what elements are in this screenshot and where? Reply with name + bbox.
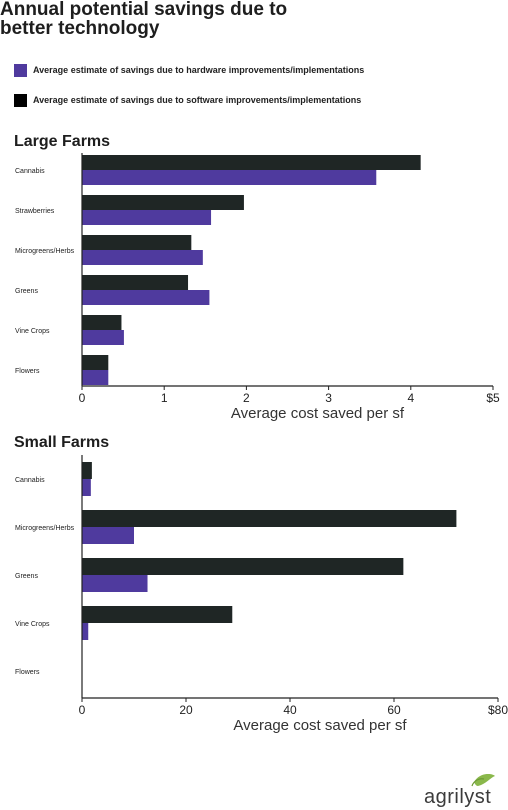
- bar-hardware-greens: [82, 290, 210, 305]
- category-label-cannabis: Cannabis: [15, 477, 45, 484]
- bar-software-vine-crops: [82, 606, 233, 623]
- category-label-greens: Greens: [15, 573, 38, 580]
- x-axis-label: Average cost saved per sf: [233, 717, 407, 734]
- category-label-cannabis: Cannabis: [15, 168, 45, 175]
- bar-software-vine-crops: [82, 315, 122, 330]
- x-tick-label-3: 60: [387, 703, 401, 717]
- x-tick-label-2: 40: [283, 703, 297, 717]
- category-label-flowers: Flowers: [15, 669, 40, 676]
- bar-software-greens: [82, 558, 404, 575]
- legend: Average estimate of savings due to hardw…: [14, 63, 364, 107]
- category-label-microgreens-herbs: Microgreens/Herbs: [15, 248, 75, 255]
- x-tick-label-0: 0: [79, 391, 86, 405]
- bar-software-greens: [82, 275, 189, 290]
- bar-hardware-cannabis: [82, 479, 91, 496]
- bar-hardware-greens: [82, 575, 148, 592]
- x-tick-label-1: 1: [161, 391, 168, 405]
- bar-software-strawberries: [82, 195, 244, 210]
- legend-item-software: Average estimate of savings due to softw…: [14, 93, 364, 107]
- brand-logo-text: agrilyst: [424, 786, 492, 808]
- chart-title: Annual potential savings due to better t…: [0, 0, 288, 39]
- category-label-strawberries: Strawberries: [15, 208, 55, 215]
- x-tick-label-3: 3: [325, 391, 332, 405]
- bar-hardware-strawberries: [82, 210, 212, 225]
- large-farms-title: Large Farms: [14, 133, 111, 150]
- bar-software-flowers: [82, 355, 109, 370]
- bar-hardware-vine-crops: [82, 623, 89, 640]
- legend-swatch-hardware: [14, 63, 27, 77]
- category-label-vine-crops: Vine Crops: [15, 621, 50, 628]
- bar-hardware-vine-crops: [82, 330, 124, 345]
- bar-software-cannabis: [82, 462, 92, 479]
- small-farms-title: Small Farms: [14, 434, 110, 451]
- x-tick-label-4: $80: [488, 703, 508, 717]
- bar-software-microgreens-herbs: [82, 235, 192, 250]
- category-label-flowers: Flowers: [15, 368, 40, 375]
- bar-software-cannabis: [82, 155, 421, 170]
- x-tick-label-4: 4: [407, 391, 414, 405]
- leaf-icon: [471, 774, 495, 787]
- small-farms-chart: Cannabis Microgreens/Herbs Greens Vine Crop…: [15, 455, 508, 734]
- category-label-microgreens-herbs: Microgreens/Herbs: [15, 525, 75, 532]
- bar-hardware-flowers: [82, 370, 109, 385]
- x-tick-label-1: 20: [179, 703, 193, 717]
- x-axis-label: Average cost saved per sf: [231, 405, 405, 422]
- legend-label-hardware: Average estimate of savings due to hardw…: [33, 65, 365, 75]
- category-label-vine-crops: Vine Crops: [15, 328, 50, 335]
- bar-hardware-microgreens-herbs: [82, 527, 134, 544]
- bar-hardware-microgreens-herbs: [82, 250, 203, 265]
- x-tick-label-5: $5: [486, 391, 500, 405]
- large-farms-chart: Cannabis Strawberries Microgreens/Herbs Gre…: [15, 153, 500, 422]
- x-tick-label-0: 0: [79, 703, 86, 717]
- bar-hardware-cannabis: [82, 170, 377, 185]
- category-label-greens: Greens: [15, 288, 38, 295]
- legend-label-software: Average estimate of savings due to softw…: [33, 95, 362, 105]
- legend-swatch-software: [14, 93, 27, 107]
- bar-software-microgreens-herbs: [82, 510, 457, 527]
- legend-item-hardware: Average estimate of savings due to hardw…: [14, 63, 364, 77]
- x-tick-label-2: 2: [243, 391, 250, 405]
